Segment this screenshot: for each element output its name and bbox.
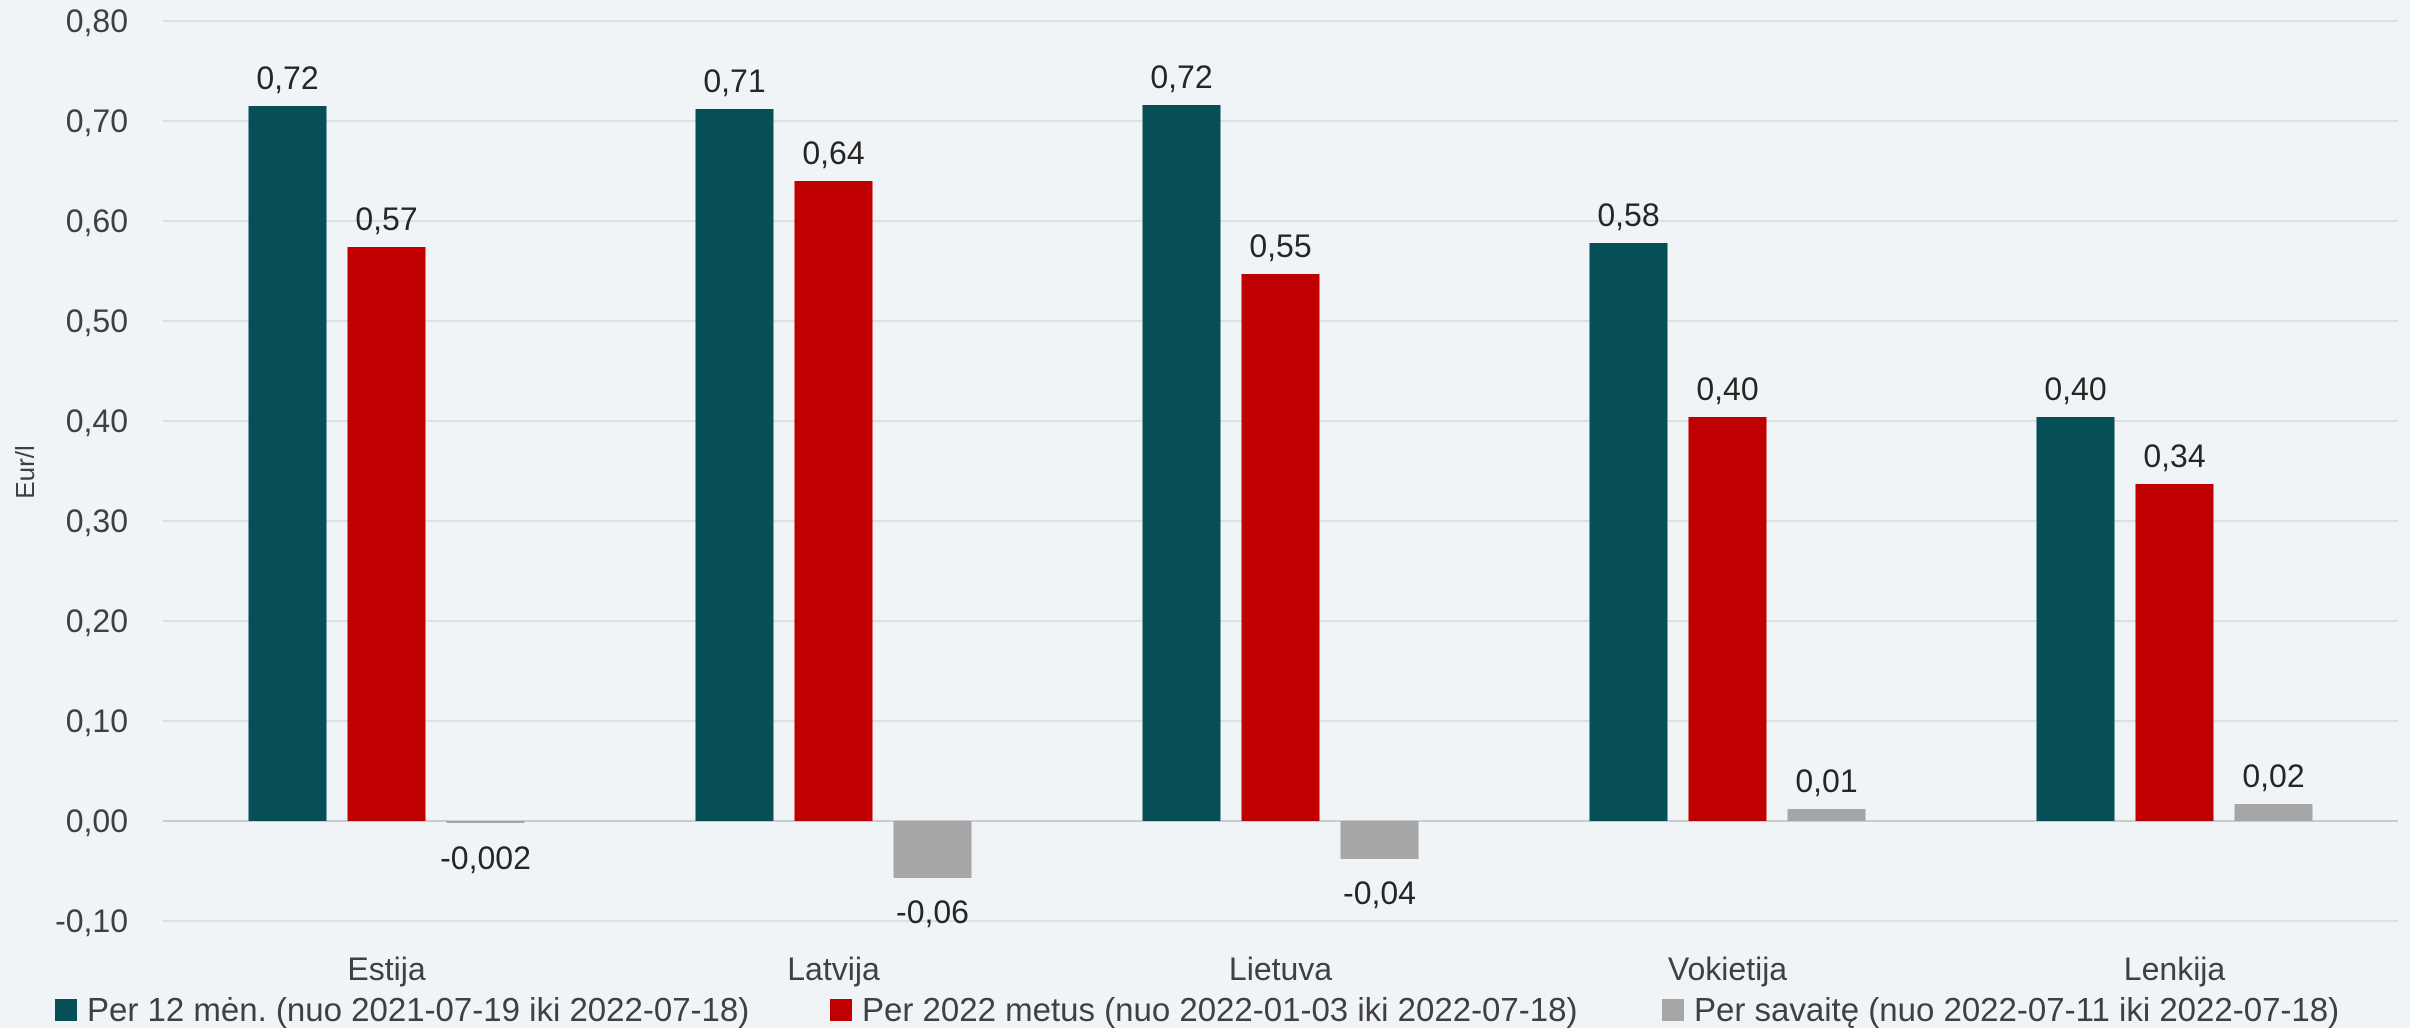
bar xyxy=(893,821,972,878)
y-tick-label: 0,40 xyxy=(66,403,128,439)
x-axis-categories: Estija Latvija Lietuva Vokietija Lenkija xyxy=(347,951,2225,987)
y-tick-label: 0,80 xyxy=(66,3,128,39)
legend-entry: Per 12 mėn. (nuo 2021-07-19 iki 2022-07-… xyxy=(87,991,749,1028)
legend-entry: Per savaitę (nuo 2022-07-11 iki 2022-07-… xyxy=(1694,991,2339,1028)
bar xyxy=(1787,809,1866,821)
data-label: 0,72 xyxy=(1150,59,1212,95)
data-labels: 0,72 0,57 -0,002 0,71 0,64 -0,06 0,72 0,55 -0,04… xyxy=(256,59,2304,930)
bar xyxy=(2135,484,2214,821)
bar xyxy=(2234,804,2313,821)
data-label: 0,40 xyxy=(1696,371,1758,407)
y-axis-ticks: -0,10 0,00 0,10 0,20 0,30 0,40 0,50 0,60 0,70 0,8… xyxy=(55,3,128,939)
data-label: 0,71 xyxy=(703,63,765,99)
x-category-label: Vokietija xyxy=(1668,951,1787,987)
data-label: 0,01 xyxy=(1795,763,1857,799)
bar xyxy=(1340,821,1419,859)
y-tick-label: -0,10 xyxy=(55,903,128,939)
legend-swatch xyxy=(830,999,852,1021)
data-label: 0,57 xyxy=(355,201,417,237)
data-label: 0,34 xyxy=(2143,438,2205,474)
legend-swatch xyxy=(1662,999,1684,1021)
y-tick-label: 0,70 xyxy=(66,103,128,139)
bar xyxy=(248,106,327,821)
y-axis-label: Eur/l xyxy=(10,445,40,498)
bar xyxy=(446,821,525,823)
y-tick-label: 0,60 xyxy=(66,203,128,239)
y-tick-label: 0,30 xyxy=(66,503,128,539)
data-label: -0,002 xyxy=(440,840,531,876)
x-category-label: Estija xyxy=(347,951,425,987)
bar xyxy=(695,109,774,821)
data-label: -0,06 xyxy=(896,894,969,930)
data-label: 0,40 xyxy=(2044,371,2106,407)
x-category-label: Latvija xyxy=(787,951,880,987)
bar xyxy=(2036,417,2115,821)
legend: Per 12 mėn. (nuo 2021-07-19 iki 2022-07-… xyxy=(55,991,2339,1028)
x-category-label: Lenkija xyxy=(2124,951,2226,987)
bar xyxy=(1241,274,1320,821)
data-label: -0,04 xyxy=(1343,875,1416,911)
y-tick-label: 0,10 xyxy=(66,703,128,739)
legend-entry: Per 2022 metus (nuo 2022-01-03 iki 2022-… xyxy=(862,991,1577,1028)
bar xyxy=(794,181,873,821)
x-category-label: Lietuva xyxy=(1229,951,1332,987)
bar xyxy=(1142,105,1221,821)
bar xyxy=(1589,243,1668,821)
data-label: 0,72 xyxy=(256,60,318,96)
y-tick-label: 0,20 xyxy=(66,603,128,639)
bar xyxy=(347,247,426,821)
bar xyxy=(1688,417,1767,821)
y-tick-label: 0,50 xyxy=(66,303,128,339)
data-label: 0,58 xyxy=(1597,197,1659,233)
bars xyxy=(248,105,2313,878)
legend-swatch xyxy=(55,999,77,1021)
data-label: 0,55 xyxy=(1249,228,1311,264)
data-label: 0,02 xyxy=(2242,758,2304,794)
data-label: 0,64 xyxy=(802,135,864,171)
y-tick-label: 0,00 xyxy=(66,803,128,839)
